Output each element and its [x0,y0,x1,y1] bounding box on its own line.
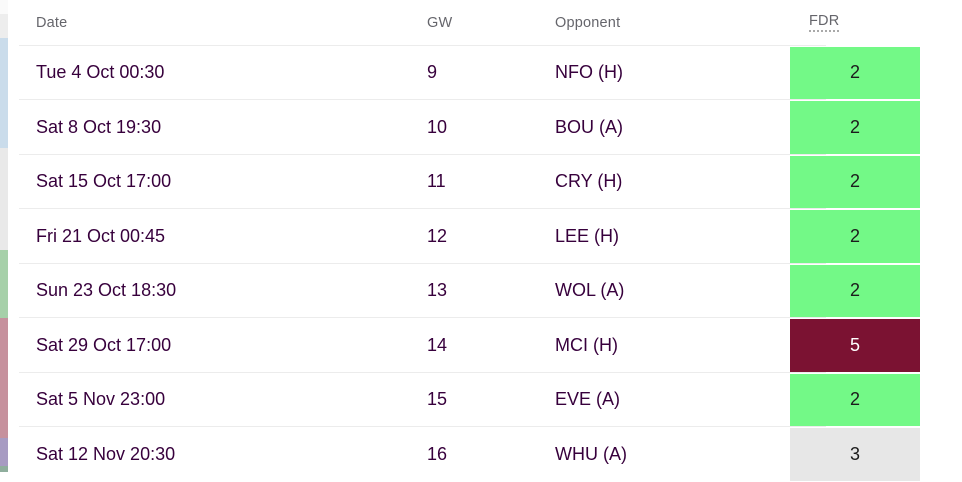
fixture-opponent: CRY (H) [555,171,623,192]
fixture-date: Sat 8 Oct 19:30 [36,116,162,137]
fixture-row: Sat 29 Oct 17:00 14 MCI (H) 5 [8,318,962,373]
fixture-date: Sat 29 Oct 17:00 [36,334,172,355]
fixture-gameweek: 14 [427,334,448,355]
fixtures-table-header: Date GW Opponent FDR [8,0,962,46]
fixture-opponent: MCI (H) [555,334,618,355]
column-header-gameweek: GW [427,14,453,31]
column-header-date: Date [36,14,68,31]
fixture-gameweek: 12 [427,225,448,246]
fdr-cell-wrap: 2 [790,373,920,428]
fixture-gameweek: 13 [427,280,448,301]
fixture-gameweek: 16 [427,443,448,464]
fixture-row: Sat 15 Oct 17:00 11 CRY (H) 2 [8,155,962,210]
fixture-gameweek: 15 [427,389,448,410]
fixture-row: Sat 5 Nov 23:00 15 EVE (A) 2 [8,373,962,428]
fixture-opponent: BOU (A) [555,116,624,137]
fixture-opponent: WHU (A) [555,443,627,464]
backdrop-page-bleed [0,0,8,472]
fdr-badge: 2 [790,101,920,154]
fdr-cell-wrap: 2 [790,155,920,210]
fixture-row: Sat 8 Oct 19:30 10 BOU (A) 2 [8,100,962,155]
fixture-opponent: WOL (A) [555,280,625,301]
fixture-gameweek: 11 [427,171,446,192]
fixture-date: Tue 4 Oct 00:30 [36,62,165,83]
fdr-cell-wrap: 2 [790,100,920,155]
column-header-fdr-wrap: FDR [790,0,920,46]
fdr-cell-wrap: 2 [790,264,920,319]
fixture-opponent: EVE (A) [555,389,621,410]
fixtures-table-body: Tue 4 Oct 00:30 9 NFO (H) 2 Sat 8 Oct 19… [8,46,962,482]
fixture-opponent: NFO (H) [555,62,623,83]
fixture-row: Sun 23 Oct 18:30 13 WOL (A) 2 [8,264,962,319]
fixture-row: Fri 21 Oct 00:45 12 LEE (H) 2 [8,209,962,264]
fixture-date: Sun 23 Oct 18:30 [36,280,177,301]
fdr-badge: 2 [790,264,920,317]
fdr-badge: 2 [790,46,920,99]
fdr-cell-wrap: 2 [790,46,920,101]
fixture-row: Tue 4 Oct 00:30 9 NFO (H) 2 [8,46,962,101]
fixture-date: Sat 15 Oct 17:00 [36,171,172,192]
fixture-date: Sat 12 Nov 20:30 [36,443,176,464]
fdr-badge: 2 [790,210,920,263]
fixture-gameweek: 9 [427,62,438,83]
fixtures-panel: Date GW Opponent FDR Tue 4 Oct 00:30 9 N… [8,0,962,481]
fdr-badge: 2 [790,373,920,426]
fdr-badge: 2 [790,155,920,208]
fdr-cell-wrap: 5 [790,318,920,373]
column-header-opponent: Opponent [555,14,621,31]
fixture-row: Sat 12 Nov 20:30 16 WHU (A) 3 [8,427,962,482]
fixture-gameweek: 10 [427,116,448,137]
fdr-badge: 5 [790,319,920,372]
fdr-cell-wrap: 3 [790,427,920,482]
fdr-abbreviation-tooltip[interactable]: FDR [809,13,840,33]
fixture-opponent: LEE (H) [555,225,620,246]
fdr-badge: 3 [790,428,920,481]
fixture-date: Sat 5 Nov 23:00 [36,389,166,410]
fdr-cell-wrap: 2 [790,209,920,264]
fixture-date: Fri 21 Oct 00:45 [36,225,166,246]
